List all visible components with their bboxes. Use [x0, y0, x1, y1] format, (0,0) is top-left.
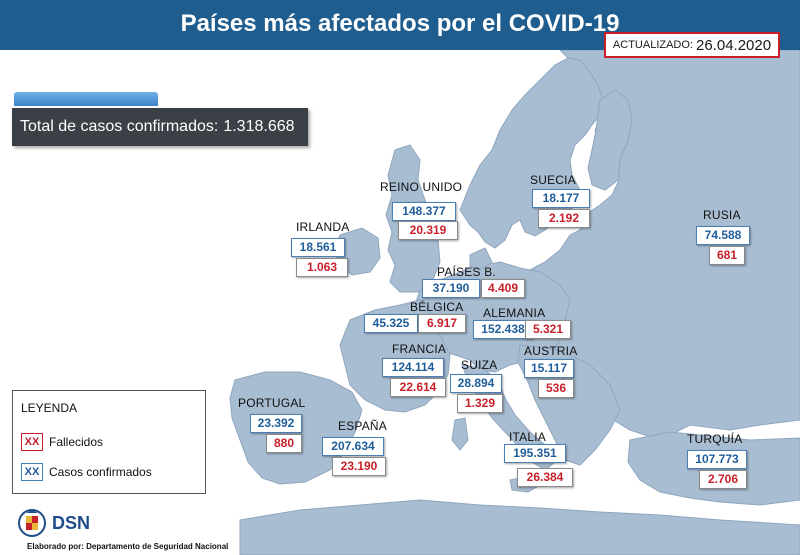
- country-name: SUIZA: [461, 358, 498, 372]
- cases-value: 124.114: [382, 358, 444, 377]
- country-irlanda: IRLANDA 18.561 1.063: [291, 220, 350, 277]
- cases-value: 152.438: [473, 320, 533, 339]
- credit-text: Elaborado por: Departamento de Seguridad…: [27, 542, 229, 551]
- country-belgica: BÉLGICA 45.325 6.917: [364, 300, 466, 333]
- deaths-value: 1.329: [457, 394, 503, 413]
- deaths-label: Fallecidos: [49, 435, 104, 449]
- deaths-value: 4.409: [481, 279, 525, 298]
- country-francia: FRANCIA 124.114 22.614: [382, 342, 447, 397]
- deaths-value: 22.614: [390, 378, 446, 397]
- country-espana: ESPAÑA 207.634 23.190: [322, 419, 387, 476]
- deaths-value: 536: [538, 379, 574, 398]
- cases-value: 28.894: [450, 374, 502, 393]
- deaths-value: 1.063: [296, 258, 348, 277]
- cases-value: 45.325: [364, 314, 418, 333]
- accent-tab: [14, 92, 158, 106]
- deaths-value: 2.192: [538, 209, 590, 228]
- deaths-value: 26.384: [517, 468, 573, 487]
- updated-date: 26.04.2020: [696, 36, 772, 54]
- cases-value: 18.561: [291, 238, 345, 257]
- country-name: TURQUÍA: [687, 432, 743, 446]
- country-suecia: SUECIA 18.177 2.192: [530, 173, 590, 228]
- deaths-value: 880: [266, 434, 302, 453]
- deaths-value: 23.190: [332, 457, 386, 476]
- country-name: BÉLGICA: [410, 300, 464, 314]
- country-name: SUECIA: [530, 173, 576, 187]
- updated-badge: ACTUALIZADO: 26.04.2020: [604, 32, 780, 58]
- deaths-value: 20.319: [398, 221, 458, 240]
- dsn-brand: DSN: [52, 512, 91, 533]
- country-name: ESPAÑA: [338, 419, 387, 433]
- country-name: PAÍSES B.: [437, 265, 496, 279]
- cases-value: 195.351: [504, 444, 566, 463]
- legend-box: LEYENDA XX Fallecidos XX Casos confirmad…: [12, 390, 206, 494]
- dsn-logo: DSN: [16, 508, 90, 538]
- country-paises-bajos: PAÍSES B. 37.190 4.409: [422, 265, 525, 298]
- country-austria: AUSTRIA 15.117 536: [524, 344, 578, 398]
- country-name: PORTUGAL: [238, 396, 306, 410]
- country-name: AUSTRIA: [524, 344, 578, 358]
- deaths-value: 681: [709, 246, 745, 265]
- country-name: RUSIA: [703, 208, 741, 222]
- country-turquia: TURQUÍA 107.773 2.706: [687, 432, 747, 489]
- cases-value: 207.634: [322, 437, 384, 456]
- country-rusia: RUSIA 74.588 681: [696, 208, 750, 265]
- cases-value: 15.117: [524, 359, 574, 378]
- country-name: ALEMANIA: [483, 306, 546, 320]
- deaths-swatch: XX: [21, 433, 43, 451]
- deaths-value: 6.917: [418, 314, 466, 333]
- legend-row-deaths: XX Fallecidos: [21, 433, 103, 451]
- total-cases-label: Total de casos confirmados:: [20, 118, 219, 135]
- cases-value: 18.177: [532, 189, 590, 208]
- legend-title: LEYENDA: [21, 401, 78, 415]
- total-cases-box: Total de casos confirmados: 1.318.668: [12, 108, 308, 146]
- deaths-value: 5.321: [525, 320, 571, 339]
- country-alemania: ALEMANIA 152.438 5.321: [473, 306, 571, 339]
- country-name: ITALIA: [509, 430, 546, 444]
- country-italia: ITALIA 195.351 26.384: [504, 430, 573, 487]
- country-portugal: PORTUGAL 23.392 880: [238, 396, 306, 453]
- cases-value: 148.377: [392, 202, 456, 221]
- cases-value: 74.588: [696, 226, 750, 245]
- page-title: Países más afectados por el COVID-19: [180, 10, 620, 37]
- updated-label: ACTUALIZADO:: [612, 39, 693, 51]
- coat-of-arms-icon: [18, 509, 46, 537]
- cases-value: 23.392: [250, 414, 302, 433]
- country-name: FRANCIA: [392, 342, 447, 356]
- deaths-value: 2.706: [699, 470, 747, 489]
- cases-swatch: XX: [21, 463, 43, 481]
- cases-value: 37.190: [422, 279, 480, 298]
- country-reino-unido: REINO UNIDO 148.377 20.319: [380, 180, 463, 240]
- country-name: IRLANDA: [296, 220, 350, 234]
- legend-row-cases: XX Casos confirmados: [21, 463, 152, 481]
- cases-label: Casos confirmados: [49, 465, 152, 479]
- country-name: REINO UNIDO: [380, 180, 463, 194]
- country-suiza: SUIZA 28.894 1.329: [450, 358, 503, 413]
- total-cases-value: 1.318.668: [223, 118, 295, 135]
- cases-value: 107.773: [687, 450, 747, 469]
